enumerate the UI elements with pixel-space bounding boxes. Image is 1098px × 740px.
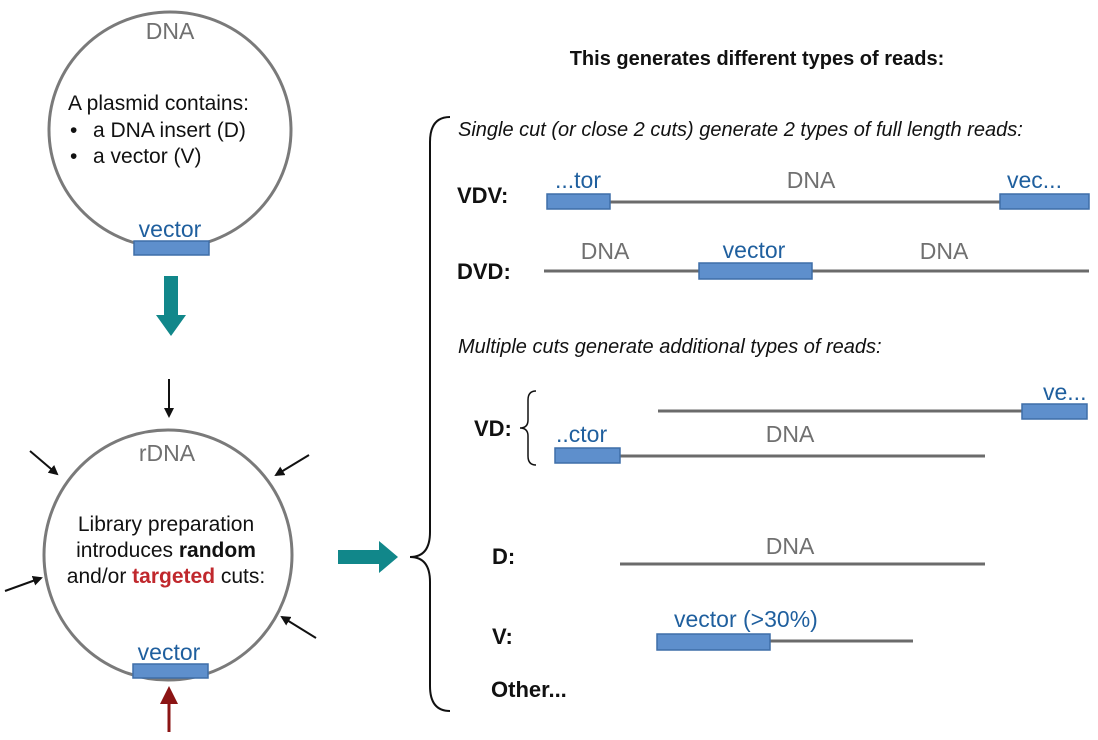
vd-small-brace: [519, 390, 537, 466]
v-vector-box: [656, 633, 771, 651]
single-cut-note: Single cut (or close 2 cuts) generate 2 …: [458, 119, 1023, 141]
cut-arrow-lower-right: [280, 615, 317, 639]
bottom-plasmid-circle: [42, 428, 294, 682]
bottom-plasmid: rDNA Library preparation introduces rand…: [42, 428, 294, 682]
read-vdv: VDV: ...tor DNA vec...: [457, 167, 1090, 210]
cut-arrow-upper-right: [274, 454, 310, 477]
top-plasmid-intro: A plasmid contains:: [68, 92, 249, 115]
d-dna-label: DNA: [766, 533, 815, 559]
top-bullet-dot-1: •: [70, 119, 77, 142]
cut-arrow-left: [4, 576, 43, 592]
dvd-right-dna-label: DNA: [920, 238, 969, 264]
cut-arrow-upper-left: [29, 450, 59, 476]
library-line-3: and/or targeted cuts:: [67, 565, 265, 588]
teal-right-arrow: [338, 541, 398, 573]
vdv-left-vector-box: [546, 193, 611, 210]
top-plasmid-title: DNA: [146, 18, 195, 44]
vd-bottom-vector-label: ..ctor: [556, 421, 607, 447]
dvd-label: DVD:: [457, 259, 511, 284]
bottom-vector-box: [132, 663, 209, 679]
v-label: V:: [492, 624, 513, 649]
read-v: V: vector (>30%): [492, 606, 913, 651]
vdv-dna-label: DNA: [787, 167, 836, 193]
vd-top-vector-box: [1021, 403, 1088, 420]
library-line-2: introduces random: [76, 539, 256, 562]
vd-dna-label: DNA: [766, 421, 815, 447]
read-d: D: DNA: [492, 533, 985, 569]
cut-arrows: [4, 379, 317, 732]
reads-heading: This generates different types of reads:: [570, 48, 945, 70]
library-line-1: Library preparation: [78, 513, 254, 536]
multi-cut-note: Multiple cuts generate additional types …: [458, 336, 882, 358]
bottom-vector-label: vector: [138, 639, 201, 665]
v-vector-label: vector (>30%): [674, 606, 818, 632]
dvd-vector-box: [698, 262, 813, 280]
teal-down-arrow: [156, 276, 186, 336]
read-vd: VD: ve... ..ctor DNA: [474, 379, 1088, 466]
dvd-left-dna-label: DNA: [581, 238, 630, 264]
vdv-label: VDV:: [457, 183, 508, 208]
vd-bottom-vector-box: [554, 447, 621, 464]
other-label: Other...: [491, 677, 567, 702]
big-curly-brace: [409, 116, 451, 712]
vdv-left-label: ...tor: [555, 167, 601, 193]
vdv-right-vector-box: [999, 193, 1090, 210]
vdv-right-label: vec...: [1007, 167, 1062, 193]
dvd-vector-label: vector: [723, 237, 786, 263]
vd-label: VD:: [474, 416, 512, 441]
top-vector-label: vector: [139, 216, 202, 242]
d-label: D:: [492, 544, 515, 569]
top-bullet-2: a vector (V): [93, 145, 202, 168]
targeted-cut-arrowhead: [160, 686, 178, 704]
top-bullet-1: a DNA insert (D): [93, 119, 246, 142]
top-vector-box: [133, 240, 210, 256]
top-bullet-dot-2: •: [70, 145, 77, 168]
read-dvd: DVD: DNA vector DNA: [457, 237, 1089, 284]
bottom-plasmid-title: rDNA: [139, 440, 196, 466]
vd-top-vector-label: ve...: [1043, 379, 1086, 405]
top-plasmid: DNA A plasmid contains: • a DNA insert (…: [47, 10, 293, 256]
